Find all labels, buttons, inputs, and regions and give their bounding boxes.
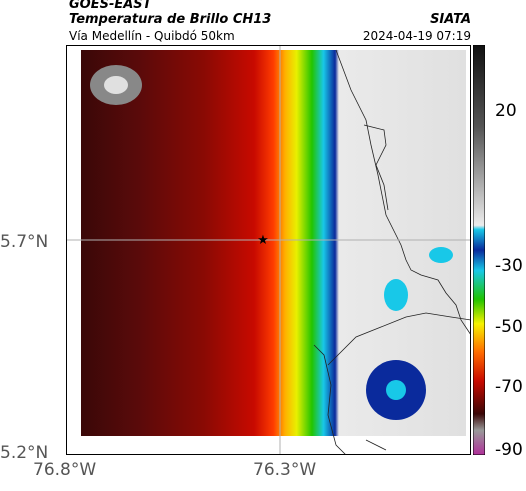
colorbar-tick: -50 [495,317,523,337]
convective-cell-east [429,247,453,263]
satellite-map: ★ [66,45,471,455]
cold-cloud-core [104,76,128,94]
convective-cell-core [386,380,406,400]
timestamp-label: 2024-04-19 07:19 [362,29,471,43]
lat-tick-label: 5.7°N [0,232,49,252]
source-label: SIATA [430,12,471,27]
boundary-line-4 [327,312,471,366]
star-icon: ★ [257,233,269,248]
colorbar-tick: -90 [495,440,523,460]
boundary-line-5 [365,439,387,451]
colorbar [473,45,485,455]
lat-tick-label: 5.2°N [0,443,49,463]
product-title: Temperatura de Brillo CH13 [69,12,272,27]
lon-tick-label: 76.3°W [253,460,317,480]
boundary-line-3 [313,344,347,455]
boundary-line-2 [363,124,389,211]
agency-label: GOES-EAST [69,0,152,12]
boundary-line [335,49,471,336]
convective-cell-mid [384,279,408,311]
colorbar-tick: -70 [495,377,523,397]
region-label: Vía Medellín - Quibdó 50km [69,29,235,43]
colorbar-tick: 20 [495,101,517,121]
lon-tick-label: 76.8°W [33,460,97,480]
colorbar-tick: -30 [495,256,523,276]
